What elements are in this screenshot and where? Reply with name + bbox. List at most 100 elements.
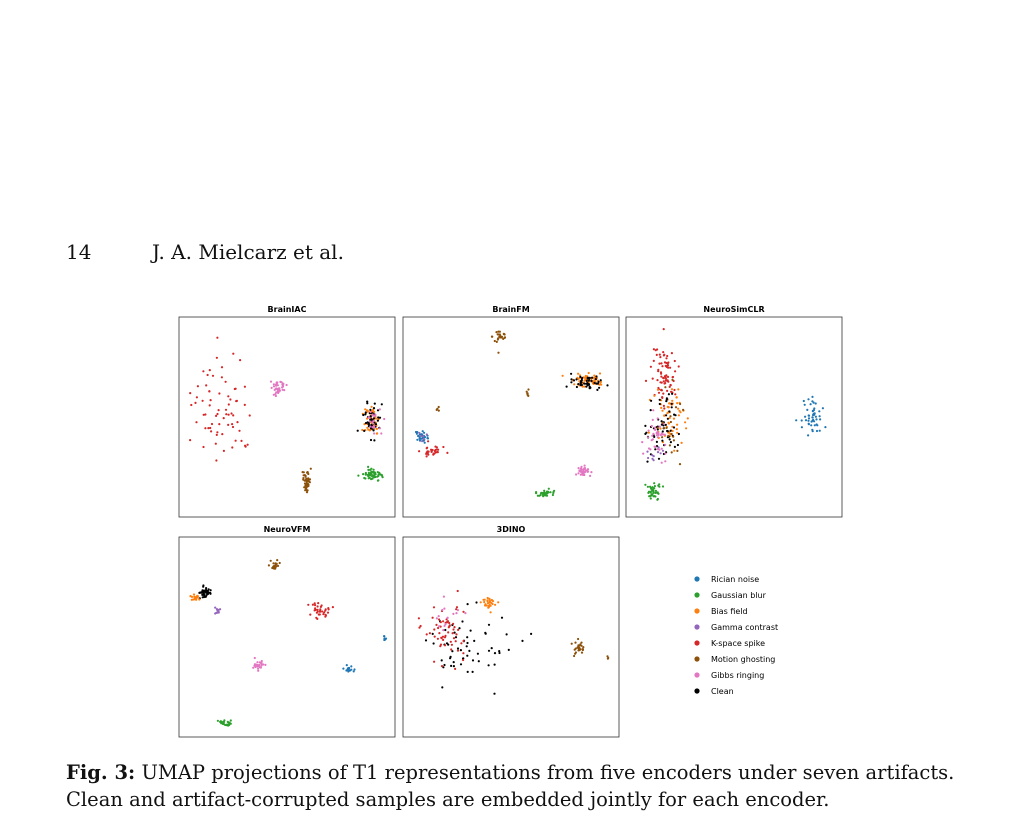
scatter-point	[459, 663, 463, 666]
scatter-point	[451, 650, 454, 653]
scatter-point	[680, 441, 683, 444]
scatter-point	[670, 402, 673, 405]
scatter-point	[304, 483, 307, 486]
scatter-point	[362, 473, 365, 476]
scatter-point	[818, 429, 821, 432]
scatter-point	[203, 594, 206, 597]
scatter-point	[260, 659, 263, 663]
scatter-point	[651, 493, 654, 496]
scatter-point	[673, 359, 676, 363]
scatter-point	[657, 457, 661, 460]
scatter-point	[203, 595, 206, 599]
scatter-point	[574, 641, 577, 644]
scatter-point	[661, 396, 664, 399]
panel-title: NeuroVFM	[264, 525, 311, 534]
scatter-point	[662, 380, 665, 383]
legend-label: Gibbs ringing	[711, 671, 764, 680]
scatter-point	[676, 449, 679, 452]
scatter-point	[243, 385, 246, 388]
scatter-point	[208, 369, 211, 372]
scatter-point	[281, 386, 284, 389]
scatter-point	[450, 664, 453, 667]
scatter-point	[229, 722, 232, 725]
scatter-point	[452, 622, 455, 625]
scatter-point	[369, 408, 372, 411]
scatter-point	[442, 620, 445, 623]
scatter-point	[435, 408, 438, 411]
scatter-point	[211, 374, 215, 377]
scatter-point	[493, 692, 496, 695]
scatter-point	[314, 608, 317, 611]
scatter-point	[597, 380, 600, 383]
scatter-point	[807, 417, 811, 420]
scatter-point	[580, 644, 583, 647]
panels: BrainIAC BrainFM NeuroSimCLR NeuroVFM 3DINO	[178, 305, 843, 738]
scatter-point	[304, 486, 307, 490]
scatter-point	[446, 621, 449, 624]
scatter-point	[368, 416, 371, 419]
scatter-point	[573, 648, 576, 651]
scatter-point	[371, 421, 374, 424]
scatter-point	[456, 609, 459, 612]
scatter-point	[652, 432, 655, 435]
scatter-point	[653, 482, 656, 485]
scatter-point	[418, 431, 421, 435]
scatter-point	[216, 719, 219, 722]
scatter-point	[462, 657, 465, 660]
scatter-point	[666, 354, 669, 358]
scatter-point	[415, 432, 418, 435]
scatter-point	[373, 476, 376, 479]
scatter-point	[369, 438, 373, 442]
scatter-point	[275, 562, 278, 565]
scatter-point	[670, 432, 673, 436]
scatter-point	[215, 433, 218, 436]
scatter-point	[442, 445, 445, 449]
scatter-point	[228, 723, 231, 727]
scatter-point	[321, 610, 324, 613]
scatter-point	[490, 647, 493, 650]
scatter-point	[416, 431, 419, 434]
scatter-point	[201, 593, 204, 596]
scatter-point	[807, 414, 810, 417]
scatter-point	[451, 632, 454, 635]
scatter-point	[669, 384, 672, 387]
scatter-point	[246, 443, 249, 446]
scatter-point	[821, 407, 825, 410]
scatter-point	[439, 621, 442, 624]
scatter-point	[678, 409, 681, 412]
scatter-point	[656, 426, 659, 429]
scatter-point	[599, 383, 602, 386]
scatter-point	[803, 403, 806, 406]
scatter-point	[459, 649, 462, 652]
scatter-point	[378, 427, 381, 430]
scatter-point	[371, 477, 374, 480]
scatter-point	[466, 603, 469, 606]
scatter-point	[441, 686, 444, 689]
panel-frame	[178, 536, 396, 738]
scatter-point	[800, 426, 804, 429]
legend-entry: Gaussian blur	[694, 591, 767, 600]
scatter-point	[672, 426, 676, 429]
scatter-point	[443, 624, 446, 627]
scatter-point	[369, 425, 372, 428]
scatter-point	[416, 438, 419, 441]
scatter-point	[596, 382, 599, 385]
scatter-point	[262, 663, 265, 666]
scatter-point	[606, 384, 609, 387]
scatter-point	[660, 406, 663, 409]
scatter-point	[194, 401, 197, 404]
scatter-point	[327, 608, 330, 611]
scatter-point	[580, 377, 583, 380]
scatter-point	[198, 598, 201, 601]
scatter-point	[536, 494, 539, 497]
umap-panel-brainfm: BrainFM	[402, 305, 620, 518]
scatter-point	[425, 633, 428, 636]
scatter-point	[653, 485, 656, 488]
scatter-point	[214, 612, 217, 615]
scatter-point	[456, 649, 460, 652]
legend-entry: Rician noise	[694, 575, 759, 584]
scatter-point	[591, 376, 594, 379]
scatter-point	[606, 655, 609, 658]
scatter-point	[678, 463, 682, 466]
scatter-point	[669, 366, 672, 369]
